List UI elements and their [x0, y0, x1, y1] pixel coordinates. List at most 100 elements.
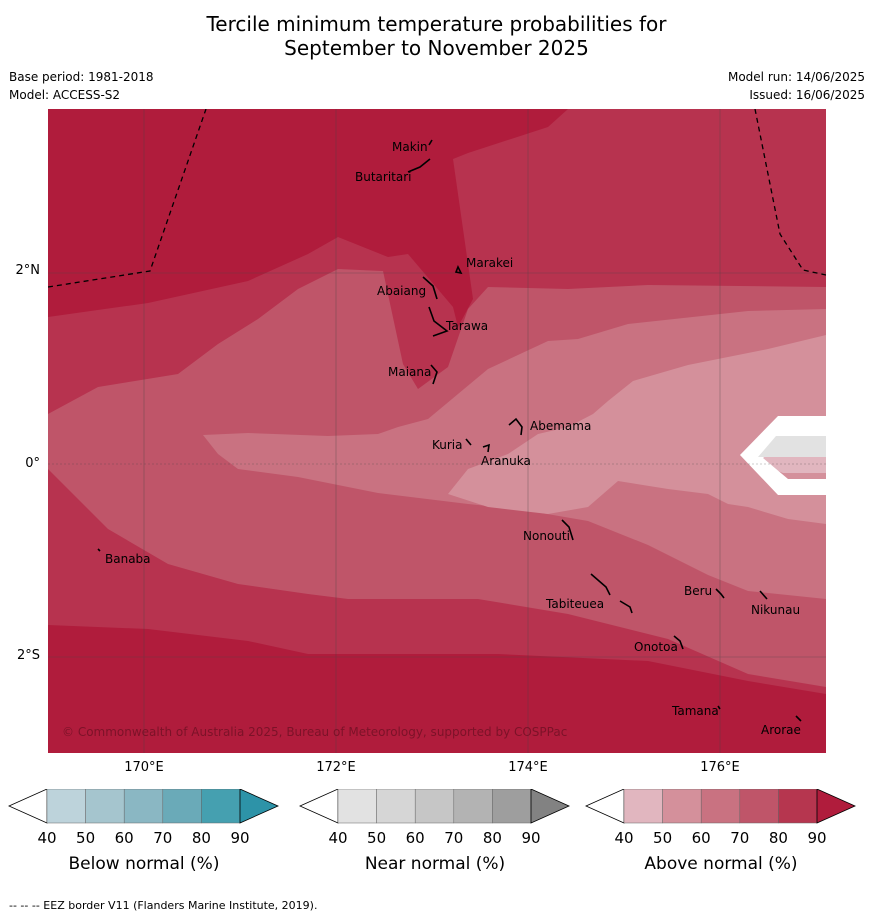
colorbar-near-tick: 90: [521, 829, 541, 847]
zone-50: [448, 335, 826, 524]
label-butaritari: Butaritari: [355, 170, 412, 184]
label-arorae: Arorae: [761, 723, 801, 737]
colorbar-above-tick: 40: [614, 829, 634, 847]
label-tamana: Tamana: [671, 704, 719, 718]
title-line-2: September to November 2025: [284, 36, 589, 60]
colorbar-above-tick: 50: [653, 829, 673, 847]
label-tabiteuea: Tabiteuea: [545, 597, 604, 611]
colorbar-below-low-extension: [8, 789, 48, 824]
island-marakei: [454, 265, 463, 275]
colorbar-above-high-extension: [816, 789, 856, 824]
colorbar-above-tick: 60: [691, 829, 711, 847]
label-makin: Makin: [392, 140, 428, 154]
issued-date: Issued: 16/06/2025: [749, 88, 865, 102]
lon-tick-174e: 174°E: [508, 760, 548, 775]
colorbar-near-high-extension: [530, 789, 570, 824]
colorbar-above-tick: 80: [768, 829, 788, 847]
colorbars: [8, 789, 856, 824]
title-line-1: Tercile minimum temperature probabilitie…: [206, 12, 667, 36]
colorbar-label-near: Near normal (%): [364, 854, 506, 874]
label-nikunau: Nikunau: [751, 603, 800, 617]
island-kuria: [465, 438, 472, 446]
zone-white-chevron: [740, 416, 826, 495]
lon-tick-170e: 170°E: [124, 760, 164, 775]
island-abemama: [508, 417, 523, 436]
colorbar-near-segment: [414, 789, 455, 824]
lon-tick-172e: 172°E: [316, 760, 356, 775]
label-onotoa: Onotoa: [634, 640, 678, 654]
colorbar-below-tick: 40: [37, 829, 57, 847]
island-onotoa: [673, 635, 684, 650]
colorbar-below-tick: 90: [230, 829, 250, 847]
lat-tick-2s: 2°S: [16, 648, 40, 663]
label-banaba: Banaba: [105, 552, 151, 566]
colorbar-above-segment: [700, 789, 741, 824]
colorbar-near-low-extension: [299, 789, 339, 824]
lat-tick-2n: 2°N: [15, 263, 41, 278]
colorbar-above-tick: 90: [807, 829, 827, 847]
colorbar-above-low-extension: [585, 789, 625, 824]
colorbar-below-high-extension: [239, 789, 279, 824]
colorbar-below-tick: 60: [114, 829, 134, 847]
lon-tick-176e: 176°E: [700, 760, 740, 775]
model-run: Model run: 14/06/2025: [727, 70, 865, 84]
colorbar-near-tick: 80: [482, 829, 502, 847]
base-period: Base period: 1981-2018: [9, 70, 154, 84]
colorbar-near-segment: [453, 789, 493, 824]
island-nikunau: [759, 590, 768, 600]
gridlines: [48, 109, 826, 753]
colorbar-label-above: Above normal (%): [644, 854, 798, 874]
colorbar-below-segment: [123, 789, 164, 824]
colorbar-label-below: Below normal (%): [68, 854, 220, 874]
label-tarawa: Tarawa: [445, 319, 488, 333]
colorbar-below-segment: [85, 789, 125, 824]
colorbar-above-tick: 70: [730, 829, 750, 847]
colorbar-near-segment: [492, 789, 532, 824]
zone-near-normal: [758, 436, 826, 457]
label-marakei: Marakei: [466, 256, 513, 270]
colorbar-above-segment: [623, 789, 663, 824]
colorbar-below-tick: 50: [76, 829, 96, 847]
label-abaiang: Abaiang: [377, 284, 426, 298]
probability-map: Makin Butaritari Marakei Abaiang Tarawa …: [48, 109, 826, 753]
colorbar-below-segment: [162, 789, 202, 824]
label-beru: Beru: [684, 584, 712, 598]
island-butaritari: [407, 158, 431, 173]
island-nonouti: [561, 519, 574, 541]
island-tarawa: [428, 306, 449, 337]
label-abemama: Abemama: [530, 419, 591, 433]
colorbar-near-tick: 60: [405, 829, 425, 847]
colorbar-below-tick: 70: [153, 829, 173, 847]
lat-tick-0: 0°: [25, 456, 40, 471]
colorbar-below-tick: 80: [191, 829, 211, 847]
colorbar-near-tick: 40: [328, 829, 348, 847]
island-beru: [715, 588, 725, 599]
colorbar-below-segment: [201, 789, 241, 824]
colorbar-above-segment: [662, 789, 702, 824]
label-kuria: Kuria: [432, 438, 463, 452]
colorbar-near-tick: 50: [367, 829, 387, 847]
model-name: Model: ACCESS-S2: [9, 88, 121, 102]
island-makin: [428, 139, 433, 146]
label-nonouti: Nonouti: [523, 529, 570, 543]
copyright-notice: © Commonwealth of Australia 2025, Bureau…: [62, 725, 567, 739]
island-aranuka: [482, 443, 490, 453]
island-tamana: [717, 705, 721, 710]
colorbar-near-segment: [337, 789, 377, 824]
island-arorae: [795, 715, 802, 722]
colorbar-above-segment: [778, 789, 818, 824]
colorbar-near-segment: [376, 789, 416, 824]
label-aranuka: Aranuka: [481, 454, 531, 468]
meta-left: Base period: 1981-2018 Model: ACCESS-S2: [9, 68, 154, 104]
meta-right: Model run: 14/06/2025 Issued: 16/06/2025: [728, 68, 865, 104]
colorbar-below-segment: [46, 789, 86, 824]
island-tabiteuea: [590, 573, 633, 614]
colorbar-above-segment: [739, 789, 779, 824]
colorbar-near-tick: 70: [444, 829, 464, 847]
eez-legend-footer: -- -- -- EEZ border V11 (Flanders Marine…: [9, 899, 318, 912]
label-maiana: Maiana: [388, 365, 431, 379]
map-title: Tercile minimum temperature probabilitie…: [0, 12, 873, 60]
island-maiana: [430, 364, 438, 385]
island-abaiang: [422, 276, 438, 300]
island-banaba: [97, 548, 101, 552]
